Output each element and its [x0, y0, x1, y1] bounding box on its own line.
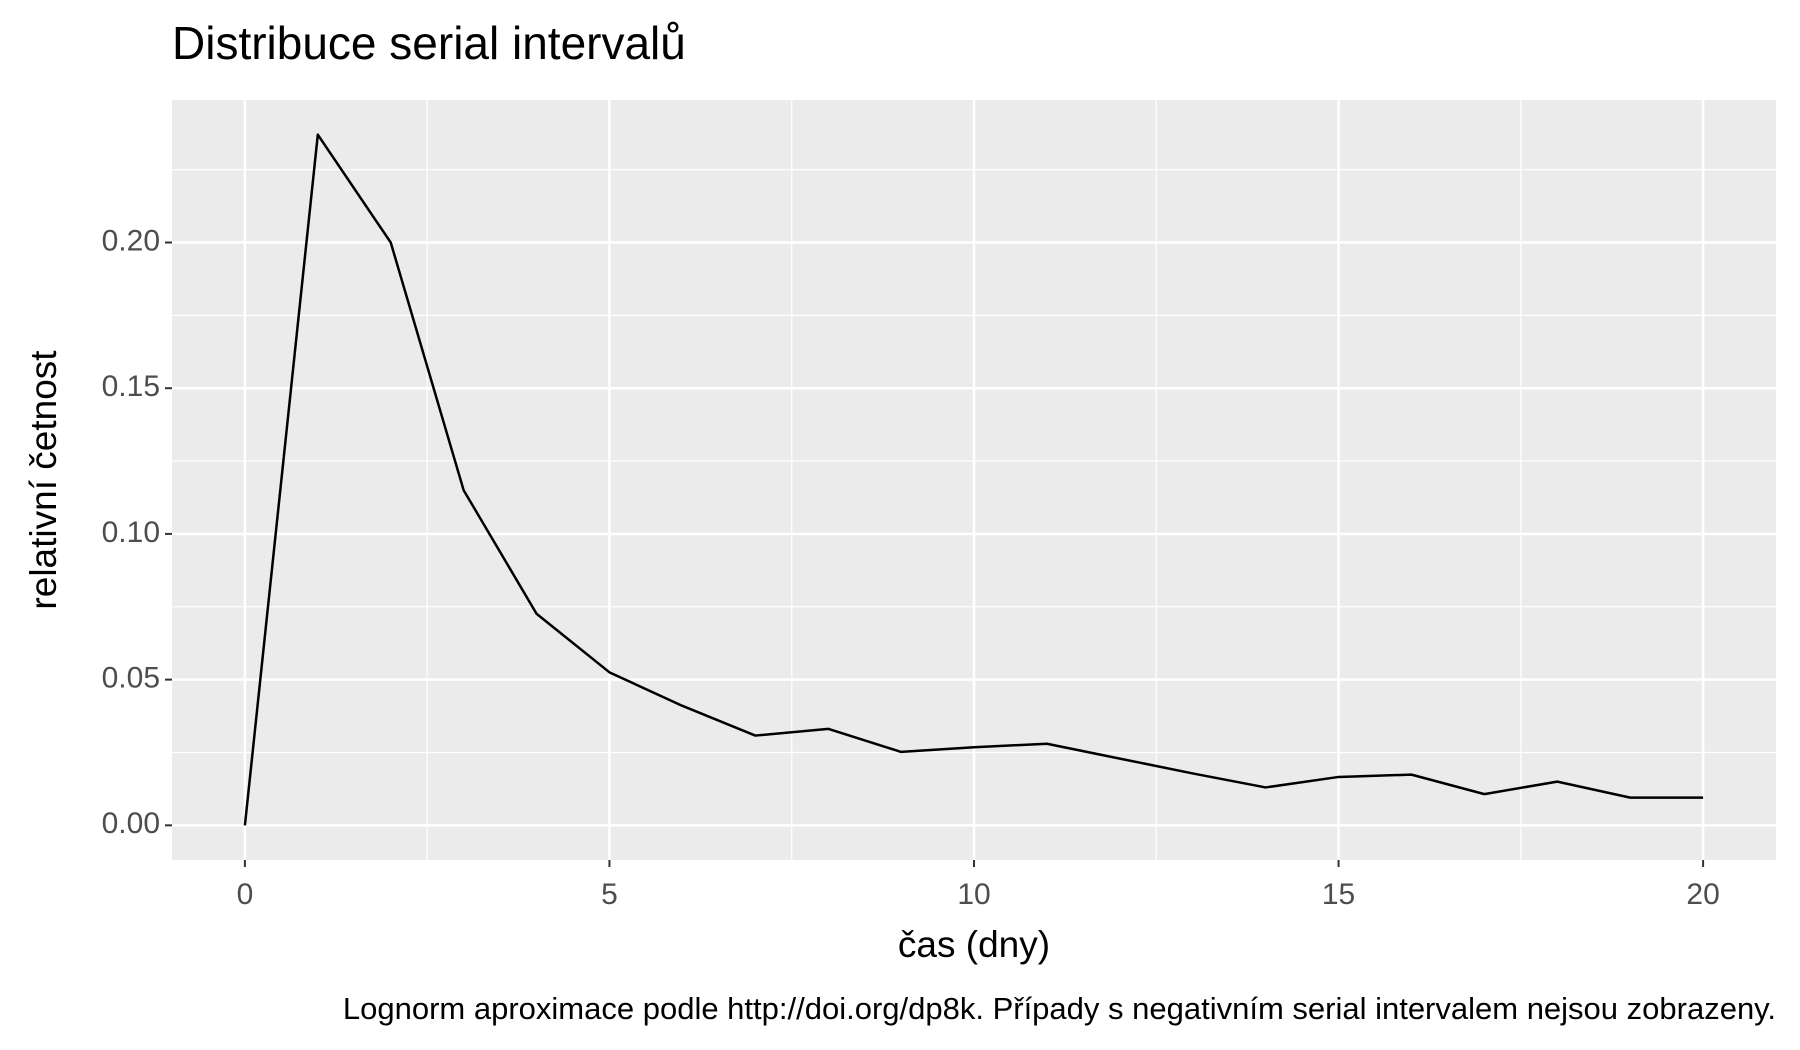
- x-axis-title: čas (dny): [898, 924, 1050, 965]
- caption: Lognorm aproximace podle http://doi.org/…: [343, 991, 1776, 1026]
- y-tick-label: 0.05: [102, 662, 160, 695]
- chart-title: Distribuce serial intervalů: [172, 17, 686, 69]
- y-axis-title: relativní četnost: [23, 350, 64, 610]
- y-tick-label: 0.10: [102, 516, 160, 549]
- x-tick-label: 0: [237, 878, 254, 911]
- y-tick-label: 0.00: [102, 807, 160, 840]
- x-tick-label: 5: [601, 878, 618, 911]
- x-tick-label: 10: [957, 878, 990, 911]
- y-tick-label: 0.20: [102, 224, 160, 257]
- line: [243, 133, 1704, 826]
- y-tick-label: 0.15: [102, 370, 160, 403]
- x-tick-label: 15: [1322, 878, 1355, 911]
- x-tick-label: 20: [1686, 878, 1719, 911]
